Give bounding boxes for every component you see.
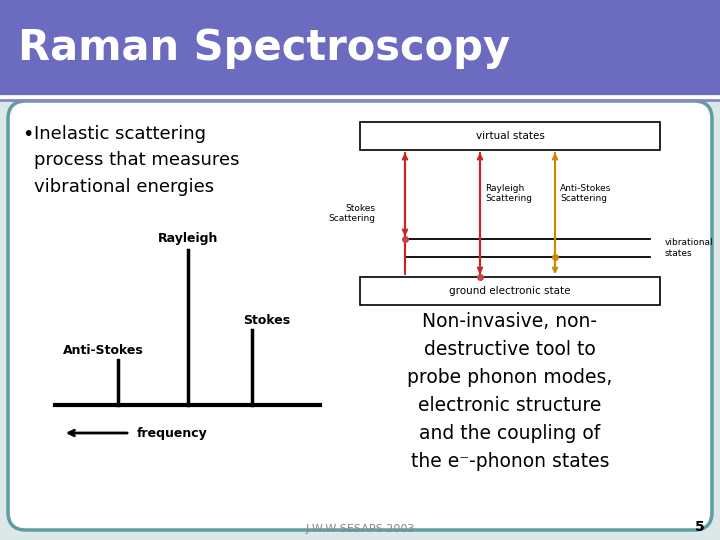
Text: and the coupling of: and the coupling of bbox=[419, 424, 600, 443]
Text: J.W.W SESAPS 2003: J.W.W SESAPS 2003 bbox=[305, 524, 415, 534]
Text: the e⁻-phonon states: the e⁻-phonon states bbox=[410, 452, 609, 471]
Text: vibrational
states: vibrational states bbox=[665, 238, 714, 258]
Text: Non-invasive, non-: Non-invasive, non- bbox=[423, 312, 598, 331]
Text: destructive tool to: destructive tool to bbox=[424, 340, 596, 359]
Text: Rayleigh
Scattering: Rayleigh Scattering bbox=[485, 184, 532, 203]
Text: ground electronic state: ground electronic state bbox=[449, 286, 571, 296]
Text: Rayleigh: Rayleigh bbox=[158, 232, 218, 245]
Text: virtual states: virtual states bbox=[476, 131, 544, 141]
Text: Raman Spectroscopy: Raman Spectroscopy bbox=[18, 27, 510, 69]
Bar bbox=[360, 277, 660, 305]
Text: Stokes
Scattering: Stokes Scattering bbox=[328, 204, 375, 223]
Text: frequency: frequency bbox=[137, 427, 208, 440]
Text: probe phonon modes,: probe phonon modes, bbox=[408, 368, 613, 387]
Text: Inelastic scattering
process that measures
vibrational energies: Inelastic scattering process that measur… bbox=[34, 125, 240, 196]
Text: Anti-Stokes: Anti-Stokes bbox=[63, 344, 143, 357]
Text: electronic structure: electronic structure bbox=[418, 396, 602, 415]
Text: Stokes: Stokes bbox=[243, 314, 291, 327]
Bar bbox=[0, 0, 720, 95]
Text: 5: 5 bbox=[696, 520, 705, 534]
Text: •: • bbox=[22, 125, 33, 144]
FancyBboxPatch shape bbox=[8, 101, 712, 530]
Text: Anti-Stokes
Scattering: Anti-Stokes Scattering bbox=[560, 184, 611, 203]
Bar bbox=[360, 122, 660, 150]
